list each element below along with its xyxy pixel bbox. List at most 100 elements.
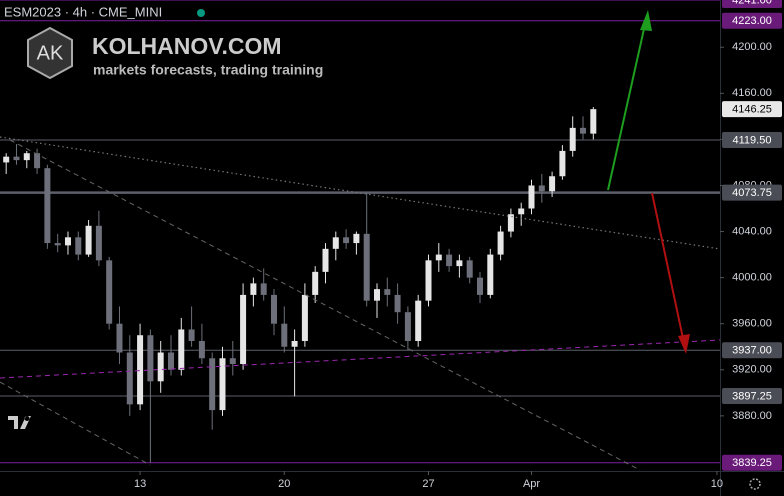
symbol-title: ESM2023 · 4h · CME_MINI [4,4,162,19]
y-tick-label: 3960.00 [732,318,772,330]
x-tick-label: 27 [422,478,434,490]
candle-body [466,260,473,278]
candle-body [229,358,236,365]
candle-body [147,335,154,382]
level-box [722,131,782,148]
level-label: 4119.50 [733,134,772,146]
y-tick-label: 4200.00 [732,41,772,53]
candle-body [384,289,391,295]
candle-body [23,153,30,161]
level-label: 4073.75 [732,187,772,199]
candle-body [198,340,205,359]
candle-body [106,260,113,324]
candle-body [95,225,102,261]
candle-body [44,168,51,244]
candle-body [281,323,288,347]
level-box [722,184,782,201]
candle-body [569,127,576,151]
logo-text: AK [37,42,64,64]
x-tick-label: 13 [134,478,146,490]
candle-body [477,277,483,295]
level-box [722,101,782,118]
x-tick-label: 20 [278,478,290,490]
candle-body [126,352,133,405]
candle-body [116,323,123,353]
candle-body [137,335,144,405]
candle-body [538,185,545,192]
candle-body [13,156,20,161]
candle-body [209,358,216,411]
candle-body [157,352,164,382]
plot-area [0,0,720,464]
candle-body [549,176,556,192]
level-label: 4146.25 [732,104,772,116]
candle-body [559,150,566,177]
level-box [722,342,782,359]
candle-body [373,289,380,301]
level-box [722,454,782,471]
x-tick-label: Apr [523,478,540,490]
y-tick-label: 3920.00 [732,364,772,376]
level-label: 3897.25 [732,390,772,402]
candle-body [250,283,257,295]
y-tick-label: 4000.00 [732,272,772,284]
candle-body [270,294,277,324]
candle-body [353,233,360,244]
level-box [722,387,782,404]
level-box [722,0,782,8]
settings-icon[interactable] [749,478,761,490]
logo [27,26,73,80]
candle-body [167,352,174,370]
candle-body [497,231,504,255]
candle-body [291,340,298,347]
y-tick-label: 3880.00 [732,410,772,422]
candle-body [64,237,71,246]
down-arrow-head [678,334,690,354]
candle-body [34,153,41,169]
candle-body [54,243,61,246]
candle-body [590,109,597,134]
candle-body [425,260,432,301]
tagline: markets forecasts, trading training [93,62,323,78]
candle-body [456,260,463,267]
candle-body [188,329,195,341]
candle-body [580,127,587,134]
level-box [722,12,782,29]
y-tick-label: 4040.00 [732,225,772,237]
candle-body [75,237,82,255]
trend-line [0,381,151,466]
overlay: 3880.003920.003960.004000.004040.004080.… [134,0,782,490]
candle-body [178,329,185,370]
level-label: 3937.00 [732,345,772,357]
candle-body [518,208,525,215]
candle-body [322,248,329,272]
candle-body [219,358,226,411]
candle-body [528,185,535,209]
candle-body [343,237,350,244]
x-tick-label: 10 [711,478,723,490]
trend-line [9,139,641,471]
candle-body [85,225,92,255]
y-tick-label: 4160.00 [732,87,772,99]
candle-body [435,254,442,261]
candle-body [3,156,10,163]
trend-line [0,339,721,379]
brand: KOLHANOV.COM [92,33,282,59]
candle-body [415,300,422,341]
tv-logo [8,416,31,429]
down-arrow [651,192,685,344]
candle-body [332,237,339,249]
candle-body [363,233,370,301]
candle-body [507,214,514,232]
up-arrow [607,19,647,191]
status-dot [197,9,205,17]
candle-body [240,294,247,365]
level-label: 4241.00 [732,0,772,6]
level-label: 3839.25 [732,457,772,469]
candle-body [394,294,401,313]
candle-body [312,271,319,295]
candle-body [260,283,267,295]
